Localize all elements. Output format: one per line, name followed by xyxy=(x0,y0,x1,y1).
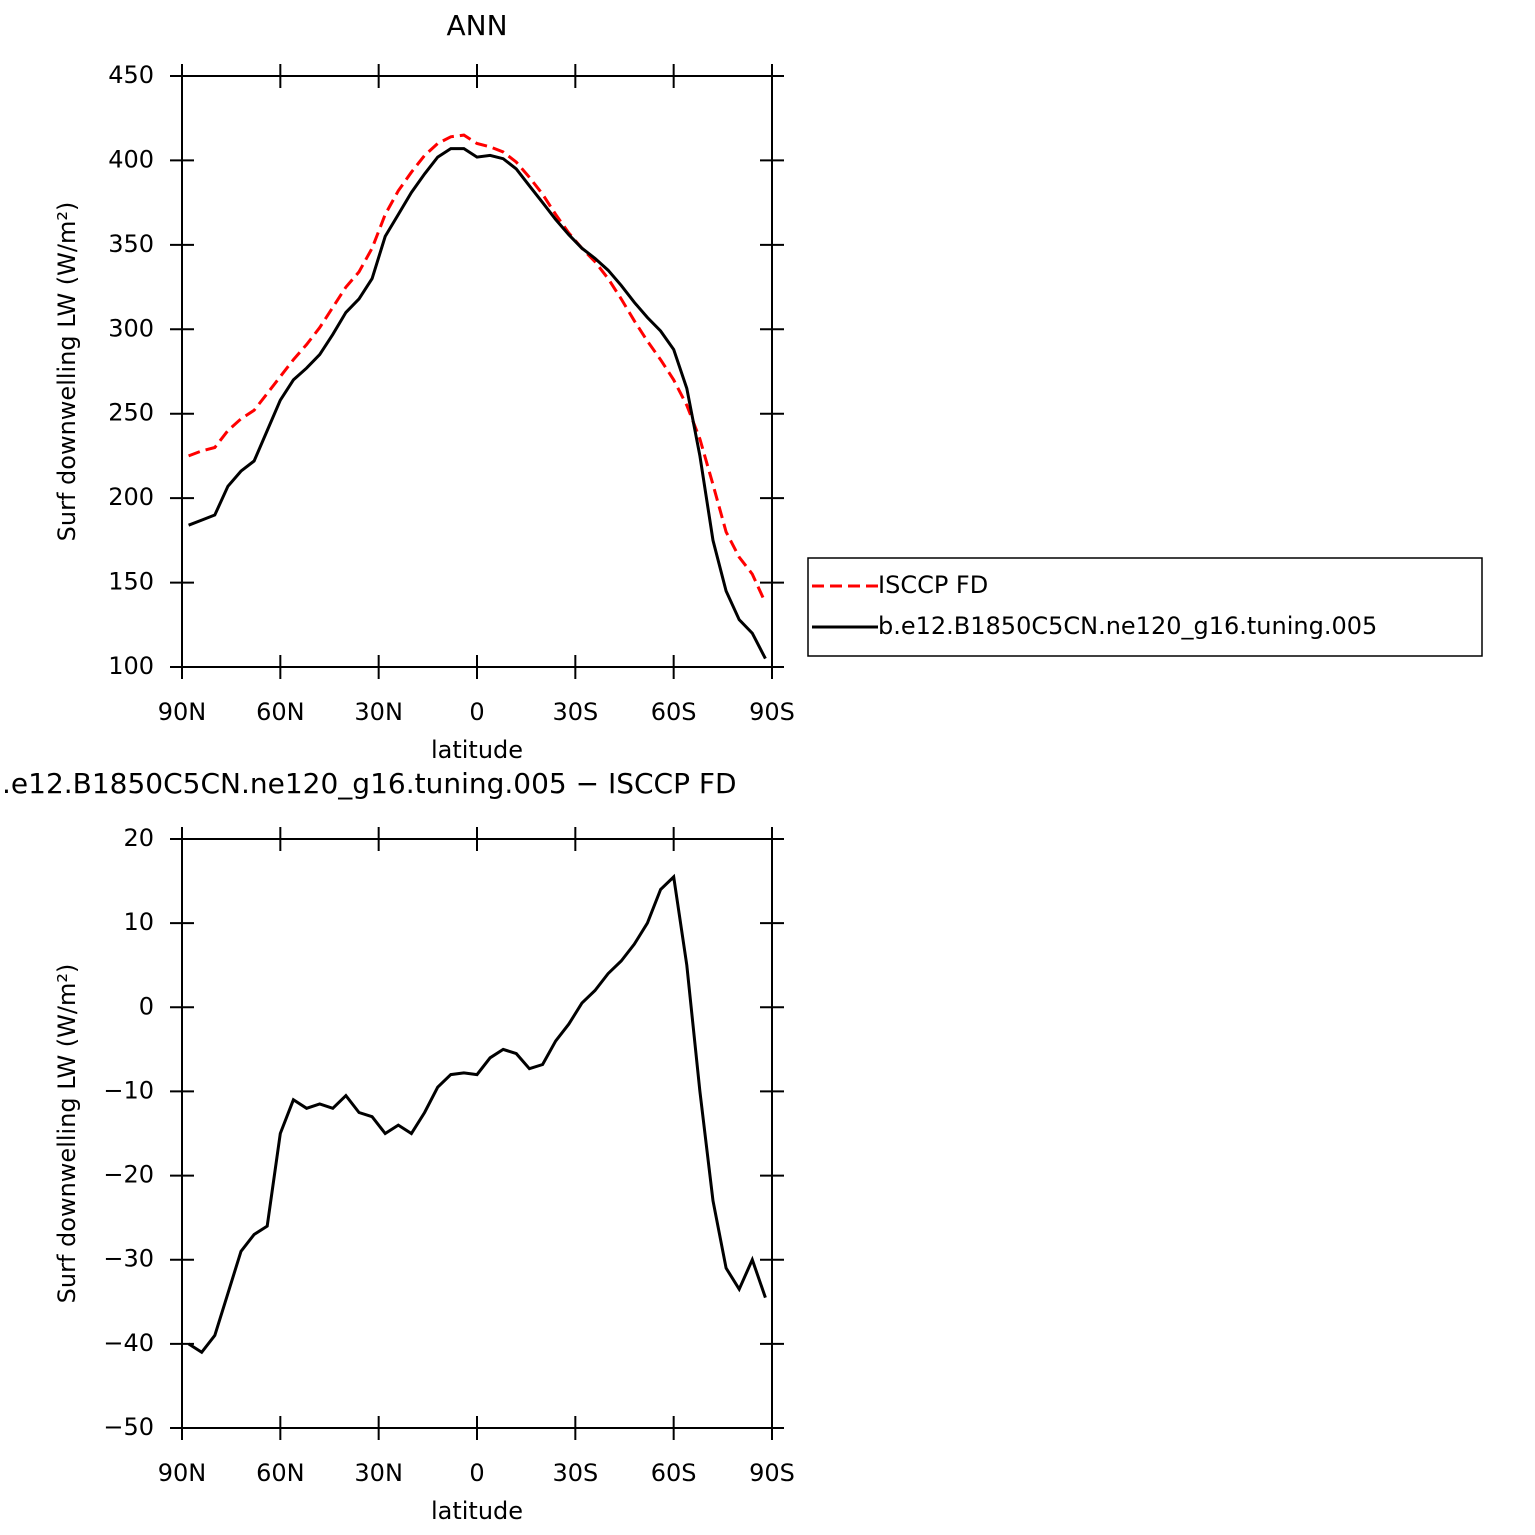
x-axis-label: latitude xyxy=(431,1497,523,1525)
y-tick-label: 200 xyxy=(108,483,154,511)
y-tick-label: 100 xyxy=(108,652,154,680)
y-tick-label: 250 xyxy=(108,399,154,427)
x-tick-label: 90N xyxy=(158,1459,207,1487)
x-tick-label: 30N xyxy=(354,1459,403,1487)
chart-title: .e12.B1850C5CN.ne120_g16.tuning.005 − IS… xyxy=(2,767,737,800)
y-tick-label: 350 xyxy=(108,230,154,258)
y-tick-label: 450 xyxy=(108,61,154,89)
x-tick-label: 30S xyxy=(552,698,598,726)
y-tick-label: −40 xyxy=(103,1329,154,1357)
x-tick-label: 0 xyxy=(469,1459,484,1487)
x-tick-label: 90S xyxy=(749,698,795,726)
x-tick-label: 60S xyxy=(651,1459,697,1487)
x-tick-label: 60N xyxy=(256,1459,305,1487)
y-tick-label: −10 xyxy=(103,1076,154,1104)
legend-label: ISCCP FD xyxy=(878,571,988,599)
x-tick-label: 30N xyxy=(354,698,403,726)
y-tick-label: 10 xyxy=(123,908,154,936)
legend-box xyxy=(807,557,1483,657)
x-tick-label: 0 xyxy=(469,698,484,726)
y-tick-label: 20 xyxy=(123,824,154,852)
plot-frame xyxy=(181,75,773,668)
x-tick-label: 60S xyxy=(651,698,697,726)
y-axis-label: Surf downwelling LW (W/m²) xyxy=(53,964,81,1304)
data-line xyxy=(188,133,767,604)
y-tick-label: −30 xyxy=(103,1245,154,1273)
y-tick-label: 0 xyxy=(139,992,154,1020)
y-tick-label: 300 xyxy=(108,314,154,342)
y-axis-label: Surf downwelling LW (W/m²) xyxy=(53,202,81,542)
y-tick-label: 400 xyxy=(108,145,154,173)
x-axis-label: latitude xyxy=(431,736,523,764)
legend-label: b.e12.B1850C5CN.ne120_g16.tuning.005 xyxy=(878,612,1377,640)
x-tick-label: 60N xyxy=(256,698,305,726)
chart-title: ANN xyxy=(446,9,507,42)
x-tick-label: 90S xyxy=(749,1459,795,1487)
y-tick-label: 150 xyxy=(108,568,154,596)
y-tick-label: −20 xyxy=(103,1161,154,1189)
x-tick-label: 90N xyxy=(158,698,207,726)
y-tick-label: −50 xyxy=(103,1413,154,1441)
plot-frame xyxy=(181,838,773,1429)
x-tick-label: 30S xyxy=(552,1459,598,1487)
data-line xyxy=(188,147,767,660)
data-line xyxy=(187,873,767,1355)
